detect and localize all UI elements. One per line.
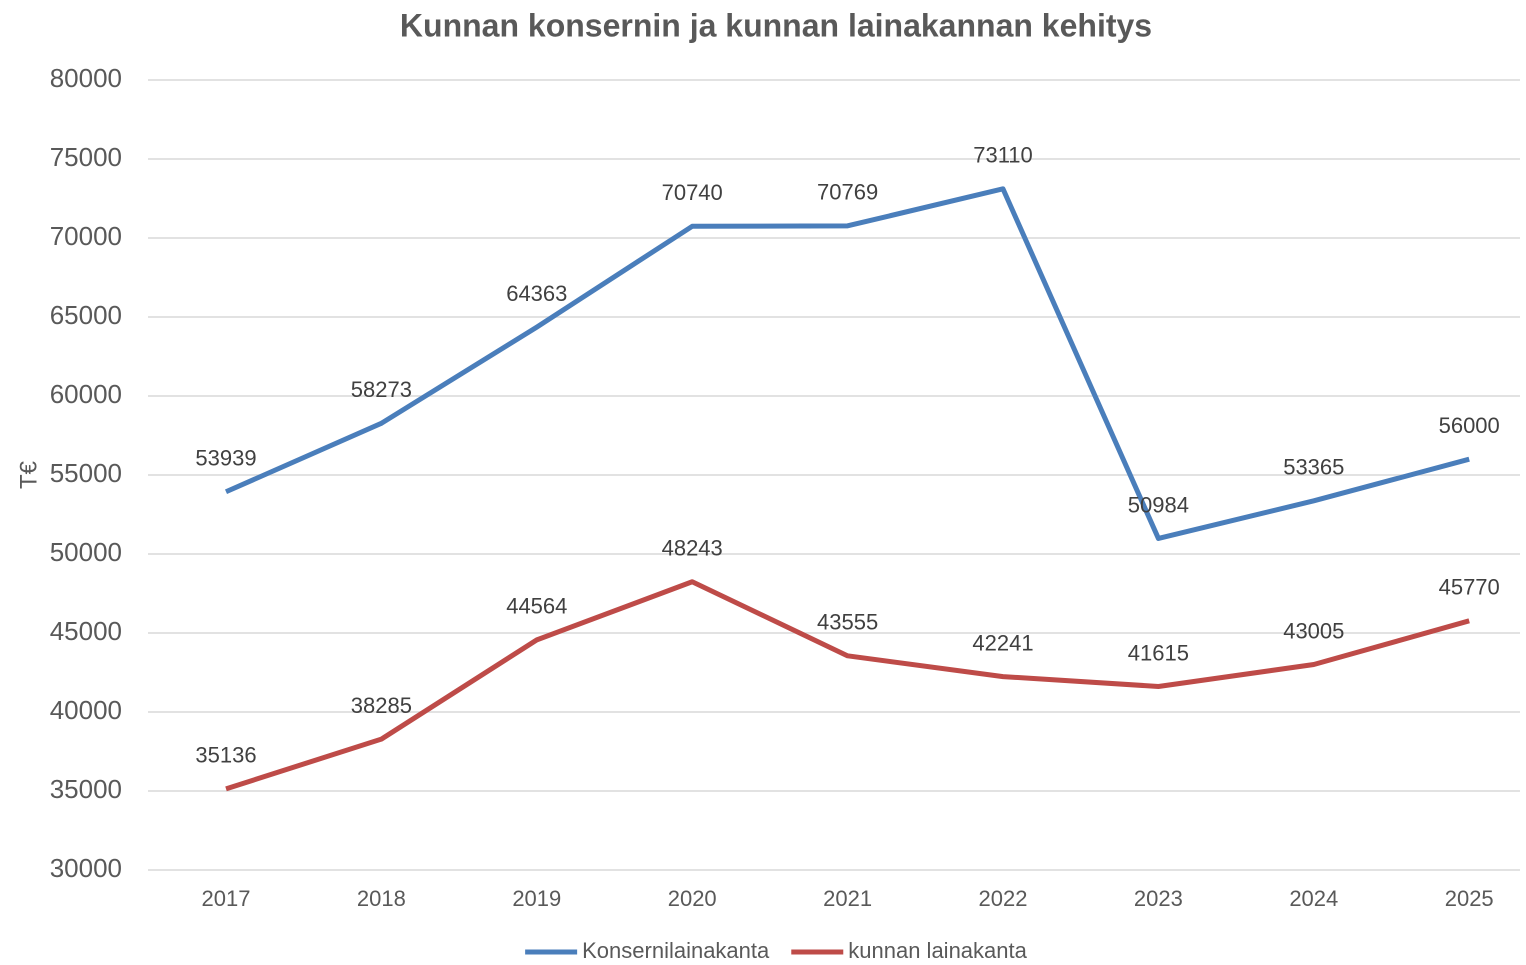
data-label: 45770 [1439, 575, 1500, 600]
x-tick-label: 2021 [823, 886, 872, 911]
data-label: 70769 [817, 180, 878, 205]
y-tick-label: 40000 [50, 695, 122, 725]
x-tick-label: 2017 [202, 886, 251, 911]
data-label: 41615 [1128, 640, 1189, 665]
data-label: 70740 [662, 180, 723, 205]
y-axis-label: T€ [15, 460, 42, 489]
y-tick-label: 60000 [50, 379, 122, 409]
data-label: 56000 [1439, 413, 1500, 438]
x-tick-label: 2025 [1445, 886, 1494, 911]
line-series [224, 186, 1470, 541]
data-label: 53365 [1283, 455, 1344, 480]
data-label: 42241 [972, 630, 1033, 655]
y-tick-label: 70000 [50, 221, 122, 251]
data-label: 64363 [506, 281, 567, 306]
legend-label: kunnan lainakanta [848, 938, 1027, 963]
data-label: 43005 [1283, 618, 1344, 643]
data-label: 43555 [817, 610, 878, 635]
y-tick-label: 75000 [50, 142, 122, 172]
data-label: 44564 [506, 594, 567, 619]
legend-label: Konsernilainakanta [582, 938, 770, 963]
data-label: 73110 [973, 143, 1033, 168]
data-label: 38285 [351, 693, 412, 718]
y-tick-label: 55000 [50, 458, 122, 488]
x-tick-label: 2024 [1289, 886, 1338, 911]
data-label: 58273 [351, 377, 412, 402]
chart-title: Kunnan konsernin ja kunnan lainakannan k… [400, 7, 1152, 43]
data-label: 35136 [195, 743, 256, 768]
y-tick-label: 80000 [50, 63, 122, 93]
x-tick-label: 2023 [1134, 886, 1183, 911]
y-tick-label: 45000 [50, 616, 122, 646]
data-label: 48243 [662, 536, 723, 561]
y-tick-label: 65000 [50, 300, 122, 330]
y-tick-label: 35000 [50, 774, 122, 804]
data-label: 53939 [195, 446, 256, 471]
y-tick-label: 50000 [50, 537, 122, 567]
x-tick-label: 2020 [668, 886, 717, 911]
line-series [225, 579, 1470, 792]
x-tick-label: 2018 [357, 886, 406, 911]
x-tick-label: 2022 [979, 886, 1028, 911]
x-tick-label: 2019 [512, 886, 561, 911]
y-tick-label: 30000 [50, 853, 122, 883]
data-label: 50984 [1128, 492, 1189, 517]
